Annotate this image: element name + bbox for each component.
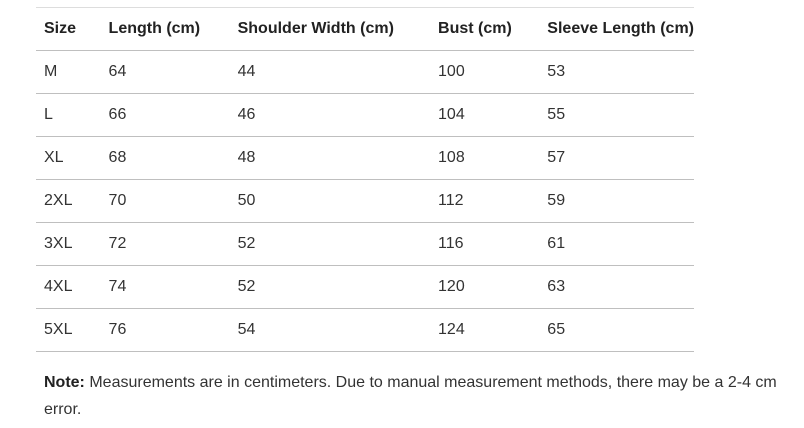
table-row: M 64 44 100 53 [36,51,694,94]
cell-shoulder-width: 54 [237,321,256,338]
note-label: Note: [44,374,85,391]
cell-sleeve-length: 63 [547,278,566,295]
cell-sleeve-length: 55 [547,106,566,123]
cell-length: 72 [108,235,127,252]
cell-length: 64 [108,63,127,80]
cell-shoulder-width: 52 [237,235,256,252]
header-row: Size Length (cm) Shoulder Width (cm) Bus… [36,7,694,51]
cell-length: 66 [108,106,127,123]
header-shoulder-width: Shoulder Width (cm) [237,20,394,37]
cell-sleeve-length: 57 [547,149,566,166]
cell-size: XL [44,149,64,166]
cell-shoulder-width: 48 [237,149,256,166]
header-length: Length (cm) [108,20,201,37]
cell-shoulder-width: 50 [237,192,256,209]
cell-shoulder-width: 52 [237,278,256,295]
size-chart-table: Size Length (cm) Shoulder Width (cm) Bus… [36,7,694,352]
table-row: 2XL 70 50 112 59 [36,180,694,223]
cell-bust: 120 [438,278,465,295]
header-sleeve-length: Sleeve Length (cm) [547,20,694,37]
cell-bust: 108 [438,149,465,166]
cell-length: 76 [108,321,127,338]
cell-sleeve-length: 65 [547,321,566,338]
cell-size: M [44,63,58,80]
table-row: XL 68 48 108 57 [36,137,694,180]
cell-bust: 116 [438,235,464,252]
table-body: M 64 44 100 53 L 66 46 104 55 XL 68 48 1… [36,51,694,352]
cell-bust: 112 [438,192,464,209]
table-header: Size Length (cm) Shoulder Width (cm) Bus… [36,7,694,51]
cell-size: 3XL [44,235,73,252]
table-row: 3XL 72 52 116 61 [36,223,694,266]
cell-bust: 104 [438,106,465,123]
table-row: 5XL 76 54 124 65 [36,309,694,352]
cell-length: 70 [108,192,127,209]
cell-sleeve-length: 53 [547,63,566,80]
cell-size: 2XL [44,192,73,209]
table-row: L 66 46 104 55 [36,94,694,137]
measurement-note: Note: Measurements are in centimeters. D… [44,369,789,423]
cell-length: 74 [108,278,127,295]
cell-sleeve-length: 61 [547,235,566,252]
cell-size: 5XL [44,321,73,338]
cell-shoulder-width: 44 [237,63,256,80]
table-row: 4XL 74 52 120 63 [36,266,694,309]
cell-length: 68 [108,149,127,166]
cell-sleeve-length: 59 [547,192,566,209]
cell-shoulder-width: 46 [237,106,256,123]
cell-size: L [44,106,53,123]
header-bust: Bust (cm) [438,20,512,37]
cell-bust: 124 [438,321,465,338]
header-size: Size [44,20,77,37]
cell-size: 4XL [44,278,73,295]
cell-bust: 100 [438,63,465,80]
note-text: Measurements are in centimeters. Due to … [44,374,777,418]
